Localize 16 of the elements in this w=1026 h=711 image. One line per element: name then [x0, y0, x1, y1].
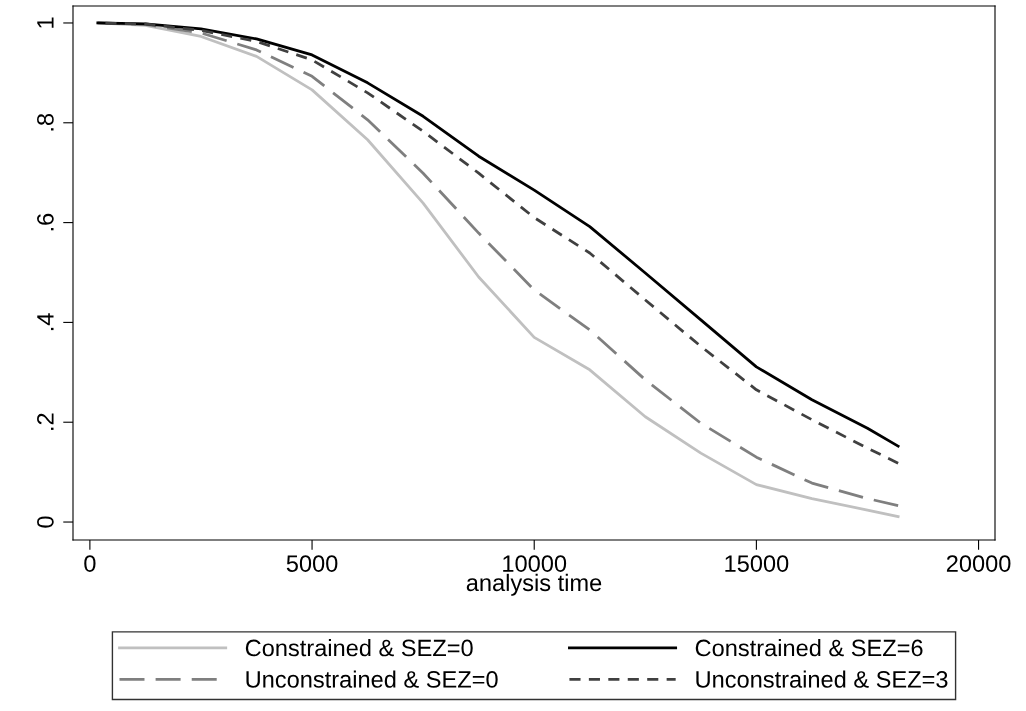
x-tick-label: 15000 — [725, 555, 789, 572]
x-tick-label: 10000 — [503, 555, 567, 572]
y-tick-label: .4 — [37, 313, 54, 331]
legend-label: Constrained & SEZ=0 — [245, 638, 473, 657]
x-tick-label: 20000 — [946, 555, 1011, 572]
x-axis-title: analysis time — [466, 573, 602, 596]
legend-label: Unconstrained & SEZ=3 — [696, 670, 948, 688]
y-tick-label: 1 — [37, 17, 54, 28]
y-tick-label: .6 — [37, 213, 54, 231]
legend-label: Constrained & SEZ=6 — [695, 638, 923, 657]
y-tick-label: 0 — [37, 516, 54, 528]
legend-label: Unconstrained & SEZ=0 — [246, 670, 498, 688]
x-tick-label: 0 — [84, 555, 96, 572]
x-tick-label: 5000 — [286, 555, 338, 572]
y-tick-label: .2 — [37, 413, 54, 430]
y-tick-label: .8 — [37, 113, 54, 131]
